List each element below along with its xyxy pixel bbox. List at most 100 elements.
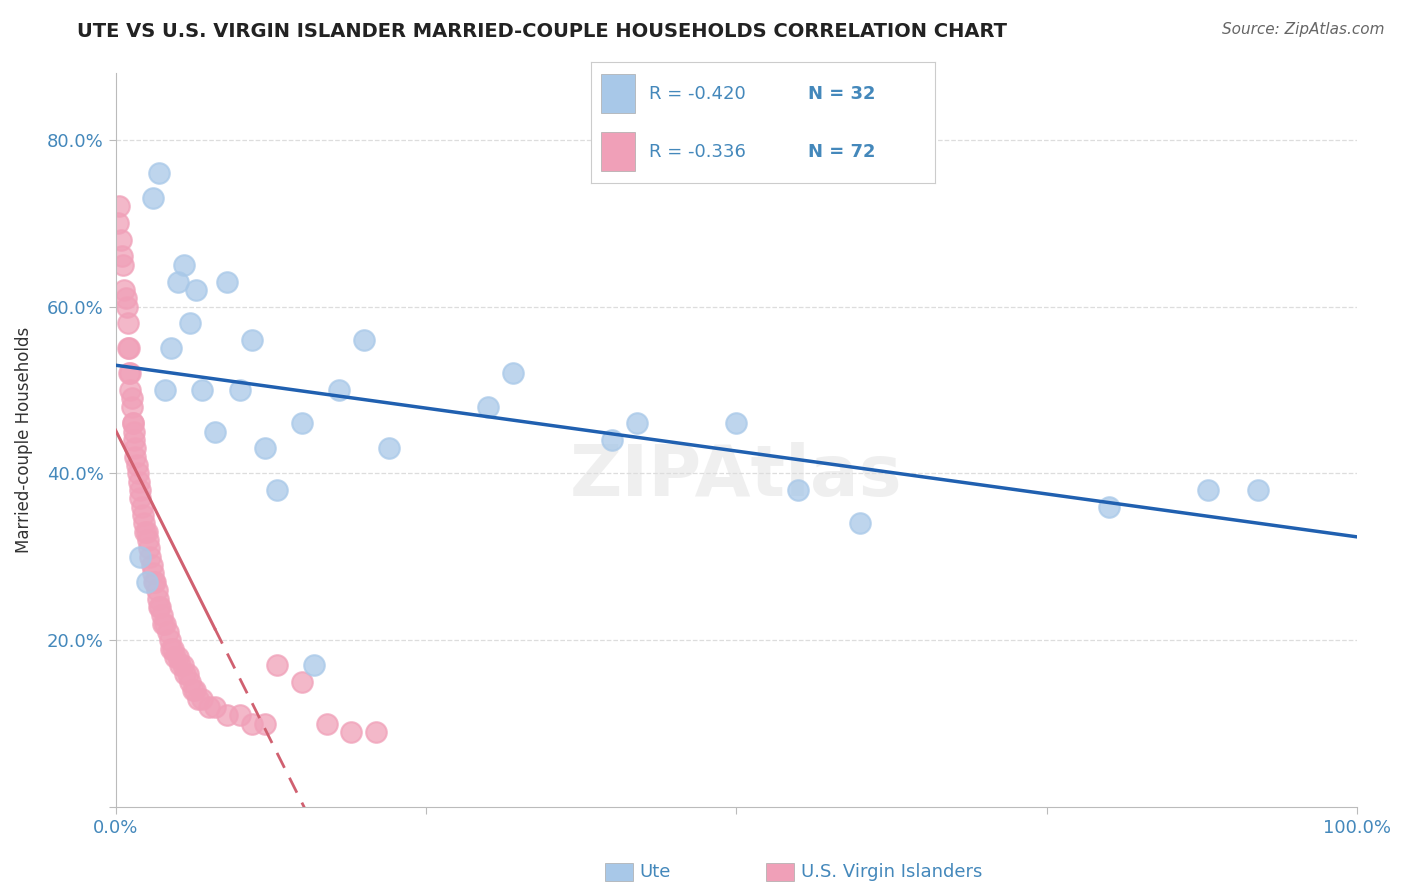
- Point: [184, 683, 207, 698]
- Point: [120, 366, 142, 380]
- Point: [266, 483, 288, 497]
- Point: [266, 658, 288, 673]
- Point: [204, 700, 226, 714]
- Text: N = 72: N = 72: [807, 143, 875, 161]
- Point: [117, 341, 139, 355]
- Point: [127, 467, 149, 481]
- Point: [502, 366, 524, 380]
- Point: [179, 674, 201, 689]
- Point: [131, 500, 153, 514]
- Point: [191, 691, 214, 706]
- Point: [179, 316, 201, 330]
- Point: [328, 383, 350, 397]
- Point: [118, 366, 141, 380]
- Point: [142, 191, 165, 205]
- Point: [217, 708, 239, 723]
- Point: [121, 392, 143, 406]
- Point: [143, 574, 166, 589]
- Point: [111, 250, 134, 264]
- Point: [353, 333, 375, 347]
- Point: [111, 258, 134, 272]
- Point: [152, 616, 174, 631]
- Point: [122, 417, 145, 431]
- Point: [166, 275, 188, 289]
- Point: [155, 383, 177, 397]
- Point: [121, 400, 143, 414]
- Text: R = -0.420: R = -0.420: [650, 85, 745, 103]
- Point: [122, 433, 145, 447]
- Point: [1197, 483, 1219, 497]
- Point: [136, 533, 159, 548]
- Point: [366, 725, 388, 739]
- Point: [132, 508, 155, 522]
- Point: [204, 425, 226, 439]
- Point: [124, 450, 146, 464]
- Point: [228, 708, 250, 723]
- Point: [172, 658, 194, 673]
- Text: Source: ZipAtlas.com: Source: ZipAtlas.com: [1222, 22, 1385, 37]
- Point: [148, 166, 170, 180]
- Point: [173, 258, 195, 272]
- Text: R = -0.336: R = -0.336: [650, 143, 747, 161]
- Point: [134, 524, 156, 539]
- FancyBboxPatch shape: [600, 75, 636, 113]
- Point: [122, 417, 145, 431]
- Point: [240, 333, 263, 347]
- Point: [291, 417, 314, 431]
- Point: [135, 574, 157, 589]
- Point: [1098, 500, 1121, 514]
- Point: [156, 624, 179, 639]
- Point: [315, 716, 337, 731]
- Point: [143, 574, 166, 589]
- Point: [166, 649, 188, 664]
- Point: [477, 400, 499, 414]
- Text: U.S. Virgin Islanders: U.S. Virgin Islanders: [801, 863, 983, 881]
- Point: [129, 491, 152, 506]
- Point: [228, 383, 250, 397]
- Point: [725, 417, 748, 431]
- Point: [181, 683, 204, 698]
- Point: [124, 442, 146, 456]
- Point: [114, 291, 136, 305]
- Point: [141, 558, 163, 573]
- Point: [117, 316, 139, 330]
- Text: N = 32: N = 32: [807, 85, 875, 103]
- Point: [169, 658, 191, 673]
- Point: [174, 666, 197, 681]
- Point: [197, 700, 219, 714]
- Text: ZIPAtlas: ZIPAtlas: [569, 442, 903, 511]
- Point: [377, 442, 399, 456]
- Point: [149, 599, 172, 614]
- Point: [135, 524, 157, 539]
- Point: [129, 483, 152, 497]
- Point: [159, 633, 181, 648]
- Point: [291, 674, 314, 689]
- Point: [849, 516, 872, 531]
- Point: [134, 516, 156, 531]
- Point: [122, 425, 145, 439]
- Point: [162, 641, 184, 656]
- Y-axis label: Married-couple Households: Married-couple Households: [15, 326, 32, 553]
- Point: [176, 666, 198, 681]
- Point: [108, 199, 131, 213]
- Point: [142, 566, 165, 581]
- Point: [253, 716, 276, 731]
- Point: [139, 549, 162, 564]
- Point: [145, 583, 167, 598]
- Point: [186, 691, 208, 706]
- Point: [129, 549, 152, 564]
- Point: [128, 475, 150, 489]
- Point: [600, 433, 623, 447]
- Point: [112, 283, 135, 297]
- Point: [626, 417, 648, 431]
- Text: UTE VS U.S. VIRGIN ISLANDER MARRIED-COUPLE HOUSEHOLDS CORRELATION CHART: UTE VS U.S. VIRGIN ISLANDER MARRIED-COUP…: [77, 22, 1007, 41]
- Point: [148, 599, 170, 614]
- Point: [138, 541, 160, 556]
- Point: [302, 658, 325, 673]
- Text: Ute: Ute: [640, 863, 671, 881]
- Point: [107, 216, 129, 230]
- Point: [160, 641, 183, 656]
- Point: [125, 458, 148, 472]
- Point: [217, 275, 239, 289]
- Point: [191, 383, 214, 397]
